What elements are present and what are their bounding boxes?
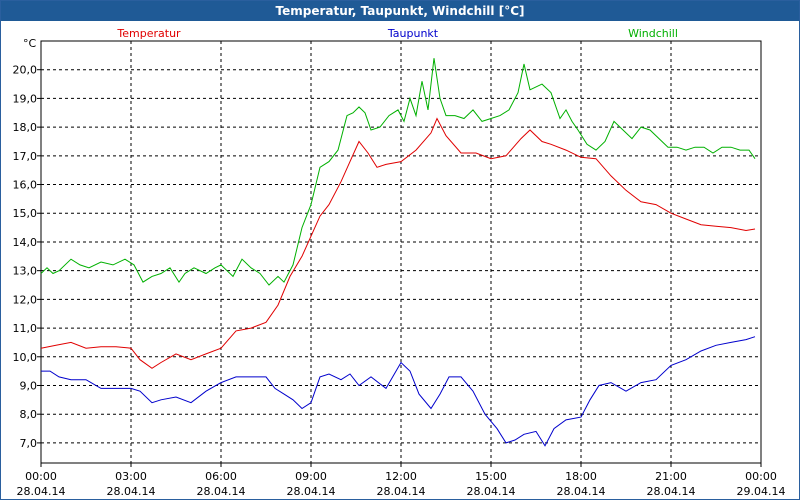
legend-entry-windchill: Windchill bbox=[628, 27, 678, 40]
y-tick-label: 9,0 bbox=[20, 379, 38, 392]
x-tick-label-date: 29.04.14 bbox=[737, 485, 786, 498]
y-tick-label: 8,0 bbox=[20, 408, 38, 421]
window-title: Temperatur, Taupunkt, Windchill [°C] bbox=[1, 1, 799, 21]
x-tick-label-time: 18:00 bbox=[565, 470, 597, 483]
x-tick-label-date: 28.04.14 bbox=[287, 485, 336, 498]
x-tick-label-time: 00:00 bbox=[745, 470, 777, 483]
x-tick-label-date: 28.04.14 bbox=[377, 485, 426, 498]
x-tick-label-time: 00:00 bbox=[25, 470, 57, 483]
y-tick-label: 11,0 bbox=[13, 322, 38, 335]
x-tick-label-date: 28.04.14 bbox=[557, 485, 606, 498]
y-tick-label: 16,0 bbox=[13, 179, 38, 192]
series-line-windchill bbox=[40, 58, 756, 286]
y-tick-label: 19,0 bbox=[13, 92, 38, 105]
x-tick-label-time: 06:00 bbox=[205, 470, 237, 483]
y-axis-label: °C bbox=[23, 37, 37, 50]
y-tick-label: 15,0 bbox=[13, 207, 38, 220]
y-tick-label: 13,0 bbox=[13, 265, 38, 278]
x-tick-label-time: 03:00 bbox=[115, 470, 147, 483]
x-tick-label-date: 28.04.14 bbox=[107, 485, 156, 498]
y-tick-label: 18,0 bbox=[13, 121, 38, 134]
x-tick-label-time: 12:00 bbox=[385, 470, 417, 483]
series-line-temperatur bbox=[40, 117, 756, 369]
y-tick-label: 10,0 bbox=[13, 351, 38, 364]
x-tick-label-time: 15:00 bbox=[475, 470, 507, 483]
y-tick-label: 12,0 bbox=[13, 293, 38, 306]
y-tick-label: 7,0 bbox=[20, 437, 38, 450]
x-tick-label-date: 28.04.14 bbox=[17, 485, 66, 498]
x-tick-label-date: 28.04.14 bbox=[467, 485, 516, 498]
legend-entry-temperatur: Temperatur bbox=[116, 27, 181, 40]
x-tick-label-time: 09:00 bbox=[295, 470, 327, 483]
x-tick-label-date: 28.04.14 bbox=[647, 485, 696, 498]
x-tick-label-date: 28.04.14 bbox=[197, 485, 246, 498]
x-tick-label-time: 21:00 bbox=[655, 470, 687, 483]
legend-entry-taupunkt: Taupunkt bbox=[387, 27, 439, 40]
y-tick-label: 20,0 bbox=[13, 64, 38, 77]
y-tick-label: 14,0 bbox=[13, 236, 38, 249]
y-tick-label: 17,0 bbox=[13, 150, 38, 163]
series-line-taupunkt bbox=[41, 336, 756, 447]
